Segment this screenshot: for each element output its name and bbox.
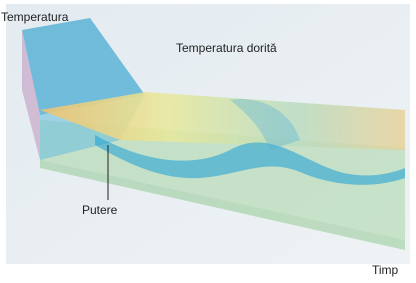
target-label: Temperatura dorită (176, 41, 277, 55)
y-axis-label: Temperatura (1, 10, 69, 24)
power-label: Putere (82, 203, 118, 217)
diagram: Temperatura Temperatura dorită Putere Ti… (0, 0, 416, 278)
x-axis-label: Timp (372, 263, 399, 277)
